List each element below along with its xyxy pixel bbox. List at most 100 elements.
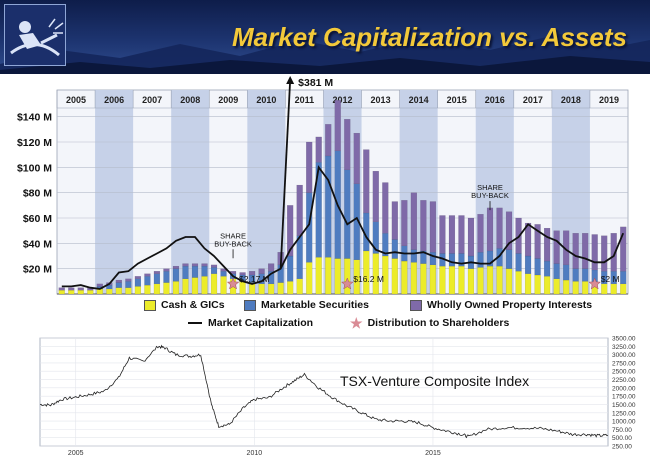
bar-cash bbox=[420, 263, 427, 295]
bar-property bbox=[268, 263, 275, 272]
legend-swatch-property bbox=[410, 299, 422, 311]
bar-property bbox=[420, 200, 427, 252]
bar-cash bbox=[77, 290, 84, 295]
year-label: 2010 bbox=[256, 95, 276, 105]
bar-cash bbox=[58, 290, 65, 295]
legend-market-cap: Market Capitalization bbox=[188, 317, 313, 329]
index-y-tick-label: 250.00 bbox=[612, 444, 632, 451]
bar-property bbox=[191, 263, 199, 267]
bar-securities bbox=[191, 265, 199, 278]
bar-securities bbox=[582, 268, 589, 282]
index-y-tick-label: 3000.00 bbox=[612, 352, 636, 359]
y-tick-label: $100 M bbox=[17, 162, 52, 174]
bar-property bbox=[620, 226, 627, 272]
bar-cash bbox=[268, 283, 275, 295]
bar-property bbox=[477, 214, 484, 253]
bar-cash bbox=[144, 284, 151, 295]
index-y-tick-label: 2750.00 bbox=[612, 360, 636, 367]
bar-cash bbox=[296, 278, 303, 295]
bar-securities bbox=[296, 235, 303, 279]
legend-swatch-cash bbox=[144, 299, 156, 311]
bar-securities bbox=[429, 252, 437, 266]
distribution-star bbox=[340, 277, 354, 290]
bar-property bbox=[77, 287, 84, 291]
bar-cash bbox=[467, 268, 475, 295]
distribution-star bbox=[226, 277, 240, 290]
bar-property bbox=[553, 230, 560, 264]
prospector-panning-icon bbox=[4, 4, 66, 66]
index-line bbox=[39, 344, 609, 439]
bar-property bbox=[258, 268, 265, 274]
bar-cash bbox=[486, 265, 494, 295]
bar-property bbox=[334, 100, 341, 152]
legend-cash: Cash & GICs bbox=[144, 299, 225, 311]
year-label: 2012 bbox=[332, 95, 352, 105]
bar-securities bbox=[182, 265, 189, 279]
bar-cash bbox=[563, 279, 570, 295]
bar-cash bbox=[163, 282, 170, 295]
index-y-tick-label: 1500.00 bbox=[612, 402, 636, 409]
mountain-backdrop bbox=[0, 34, 650, 74]
bar-property bbox=[210, 264, 218, 268]
bar-property bbox=[239, 272, 246, 276]
market-cap-chart-svg: 2005 2006 2007 2008 2009 2010 2011 2012 2013 2014… bbox=[17, 76, 629, 295]
index-y-tick-label: 2000.00 bbox=[612, 385, 636, 392]
bar-property bbox=[306, 141, 313, 193]
bar-securities bbox=[115, 282, 122, 288]
bar-securities bbox=[210, 267, 218, 274]
bar-property bbox=[448, 215, 456, 254]
market-cap-line bbox=[61, 165, 625, 290]
spike-arrow-icon bbox=[286, 76, 295, 84]
bar-cash bbox=[315, 257, 322, 295]
annotation-label: BUY-BACK bbox=[471, 191, 509, 200]
bar-property bbox=[496, 207, 503, 249]
bar-cash bbox=[125, 287, 132, 295]
bar-property bbox=[134, 276, 141, 279]
bar-property bbox=[582, 233, 589, 269]
index-y-tick-label: 1750.00 bbox=[612, 394, 636, 401]
bar-securities bbox=[410, 249, 417, 263]
bar-property bbox=[315, 136, 322, 163]
bar-cash bbox=[477, 267, 484, 295]
bar-property bbox=[296, 184, 303, 236]
bar-property bbox=[363, 149, 370, 214]
bar-cash bbox=[134, 286, 141, 295]
bar-property bbox=[458, 215, 465, 254]
bar-securities bbox=[220, 271, 227, 277]
bar-cash bbox=[87, 290, 94, 295]
bar-property bbox=[439, 215, 446, 254]
bar-property bbox=[505, 211, 513, 250]
bar-cash bbox=[544, 276, 551, 295]
year-label: 2011 bbox=[295, 95, 315, 105]
year-label: 2019 bbox=[599, 95, 619, 105]
bar-securities bbox=[524, 255, 532, 274]
bar-cash bbox=[277, 282, 284, 295]
bar-securities bbox=[477, 252, 484, 268]
bar-cash bbox=[306, 262, 313, 295]
year-label: 2014 bbox=[409, 95, 429, 105]
year-label: 2005 bbox=[66, 95, 86, 105]
bar-cash bbox=[153, 283, 161, 295]
index-y-tick-label: 3250.00 bbox=[612, 344, 636, 351]
distribution-label: $16.2 M bbox=[353, 274, 384, 284]
index-chart-title: TSX-Venture Composite Index bbox=[340, 373, 530, 389]
index-y-tick-label: 2500.00 bbox=[612, 369, 636, 376]
bar-cash bbox=[620, 283, 627, 295]
index-x-tick-label: 2015 bbox=[425, 450, 441, 457]
bar-securities bbox=[172, 268, 180, 282]
legend-label-cash: Cash & GICs bbox=[161, 299, 225, 311]
legend-distribution: ★ Distribution to Shareholders bbox=[350, 316, 509, 330]
distribution-label: $2.17 M bbox=[239, 274, 270, 284]
bar-property bbox=[68, 287, 75, 291]
bar-cash bbox=[344, 258, 351, 295]
index-y-tick-label: 3500.00 bbox=[612, 336, 636, 343]
bar-property bbox=[344, 119, 351, 171]
bar-securities bbox=[534, 258, 541, 276]
legend-label-securities: Marketable Securities bbox=[261, 299, 369, 311]
y-tick-label: $80 M bbox=[23, 188, 52, 200]
y-tick-label: $40 M bbox=[23, 238, 52, 250]
bar-cash bbox=[534, 274, 541, 295]
page-title: Market Capitalization vs. Assets bbox=[232, 22, 627, 52]
bar-securities bbox=[144, 276, 151, 286]
bar-cash bbox=[572, 281, 579, 295]
